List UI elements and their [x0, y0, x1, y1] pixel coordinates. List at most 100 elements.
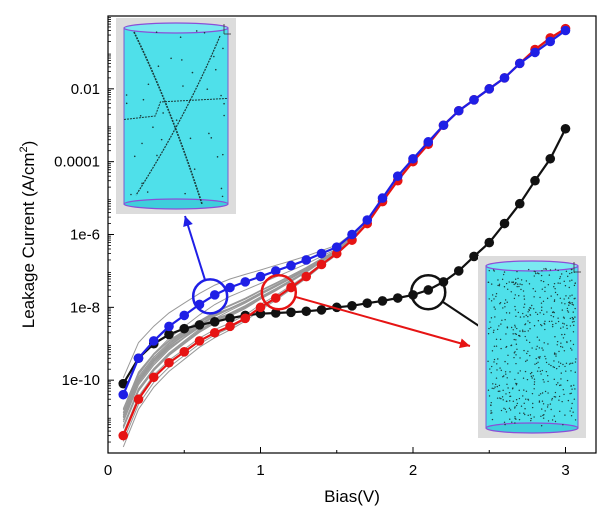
defect-dot: [563, 298, 565, 300]
defect-dot: [553, 286, 555, 288]
red-highlight-circle: [260, 273, 298, 311]
data-point: [545, 153, 556, 164]
defect-dot: [506, 288, 509, 290]
defect-dot: [551, 320, 553, 322]
defect-dot: [570, 385, 572, 387]
defect-dot: [530, 419, 532, 422]
defect-dot: [568, 301, 570, 304]
defect-dot: [573, 384, 575, 386]
defect-dot: [501, 396, 504, 398]
defect-dot: [539, 312, 541, 314]
defect-dot: [540, 309, 543, 312]
defect-dot: [558, 399, 560, 401]
cylinder-bottom: [123, 198, 229, 210]
defect-dot: [514, 406, 516, 408]
data-point: [423, 285, 434, 295]
defect-dot: [502, 307, 504, 309]
defect-dot: [516, 348, 518, 351]
defect-dot: [529, 321, 531, 324]
defect-dot: [560, 372, 562, 374]
defect-dot: [222, 153, 224, 156]
defect-dot: [520, 279, 523, 281]
defect-dot: [554, 288, 556, 290]
filament-path: [133, 31, 203, 205]
defect-dot: [515, 339, 517, 341]
defect-dot: [507, 354, 509, 357]
defect-dot: [554, 391, 557, 394]
defect-dot: [514, 417, 516, 420]
defect-dot: [557, 320, 560, 323]
defect-dot: [514, 351, 516, 353]
defect-dot: [560, 327, 562, 329]
data-point: [286, 260, 296, 271]
defect-dot: [545, 267, 547, 270]
defect-dot: [175, 119, 178, 121]
defect-dot: [560, 342, 562, 344]
defect-dot: [569, 302, 571, 304]
defect-dot: [519, 316, 522, 318]
defect-dot: [524, 413, 526, 416]
defect-dot: [535, 272, 537, 275]
defect-dot: [563, 350, 566, 352]
defect-dot: [575, 358, 577, 360]
defect-dot: [488, 298, 490, 300]
defect-dot: [561, 302, 563, 304]
defect-dot: [500, 409, 503, 412]
defect-dot: [517, 311, 520, 314]
data-point: [484, 84, 495, 94]
defect-dot: [539, 356, 541, 358]
defect-dot: [525, 398, 527, 400]
defect-dot: [526, 359, 528, 361]
defect-dot: [514, 333, 516, 335]
y-tick-label: 1e-10: [62, 372, 100, 389]
defect-dot: [514, 378, 516, 381]
defect-dot: [557, 382, 559, 384]
defect-dot: [515, 343, 518, 345]
defect-dot: [508, 391, 511, 394]
defect-dot: [559, 282, 561, 285]
defect-dot: [538, 273, 540, 275]
defect-dot: [559, 362, 562, 364]
defect-dot: [495, 338, 498, 341]
defect-dot: [508, 407, 511, 410]
data-point: [331, 242, 342, 252]
defect-dot: [495, 293, 498, 295]
defect-dot: [570, 362, 572, 365]
defect-dot: [488, 395, 491, 397]
defect-dot: [561, 333, 563, 336]
defect-dot: [517, 372, 519, 374]
defect-dot: [539, 393, 542, 395]
defect-dot: [540, 323, 542, 326]
data-point: [286, 307, 296, 318]
defect-dot: [492, 383, 494, 385]
blue-inset: [116, 18, 236, 214]
data-point: [270, 293, 281, 303]
defect-dot: [547, 404, 549, 406]
defect-dot: [534, 363, 536, 365]
data-point: [133, 394, 144, 405]
defect-dot: [489, 321, 491, 323]
defect-dot: [162, 112, 164, 114]
defect-dot: [189, 137, 192, 140]
defect-dot: [492, 331, 495, 334]
defect-dot: [507, 387, 509, 389]
data-point: [530, 175, 540, 186]
defect-dot: [518, 285, 520, 288]
defect-dot: [518, 334, 521, 337]
defect-dot: [572, 331, 575, 333]
y-axis-label-main: Leakage Current (A/cm: [19, 153, 38, 329]
defect-dot: [520, 288, 522, 291]
defect-dot: [516, 283, 519, 285]
defect-dot: [170, 57, 172, 60]
data-point: [209, 290, 220, 300]
defect-dot: [563, 333, 566, 336]
defect-dot: [542, 349, 544, 351]
defect-dot: [552, 316, 555, 318]
data-point: [469, 251, 479, 262]
y-axis-label-end: ): [19, 141, 38, 147]
defect-dot: [504, 423, 506, 426]
defect-dot: [523, 303, 526, 305]
defect-dot: [527, 311, 529, 313]
defect-dot: [530, 371, 533, 374]
defect-dot: [551, 311, 554, 314]
